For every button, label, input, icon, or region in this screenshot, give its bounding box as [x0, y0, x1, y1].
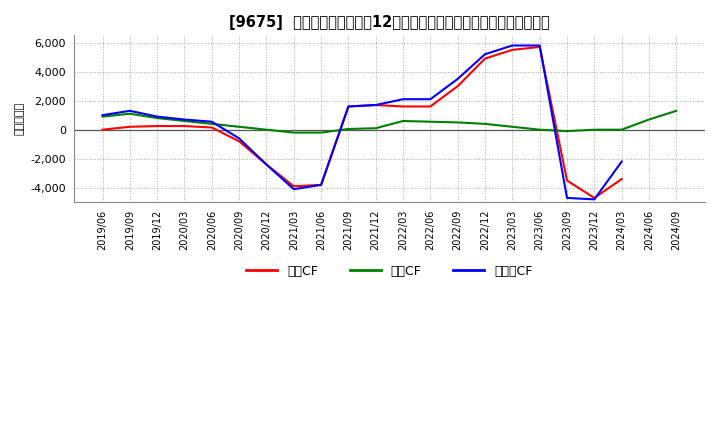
Line: 営業CF: 営業CF: [102, 47, 621, 198]
営業CF: [590, 195, 598, 201]
フリーCF: [590, 197, 598, 202]
投資CF: [235, 124, 243, 129]
営業CF: [481, 56, 490, 61]
営業CF: [207, 125, 216, 130]
投資CF: [563, 128, 572, 134]
営業CF: [153, 124, 161, 129]
Title: [9675]  キャッシュフローの12か月移動合計の対前年同期増減額の推移: [9675] キャッシュフローの12か月移動合計の対前年同期増減額の推移: [229, 15, 550, 30]
営業CF: [344, 104, 353, 109]
フリーCF: [289, 187, 298, 192]
フリーCF: [372, 103, 380, 108]
フリーCF: [235, 136, 243, 141]
フリーCF: [262, 162, 271, 167]
営業CF: [317, 182, 325, 187]
営業CF: [372, 103, 380, 108]
投資CF: [508, 124, 517, 129]
投資CF: [536, 127, 544, 132]
営業CF: [180, 124, 189, 129]
投資CF: [481, 121, 490, 127]
投資CF: [454, 120, 462, 125]
営業CF: [508, 47, 517, 52]
投資CF: [125, 111, 134, 116]
営業CF: [98, 127, 107, 132]
フリーCF: [344, 104, 353, 109]
フリーCF: [207, 119, 216, 125]
フリーCF: [317, 182, 325, 187]
Line: フリーCF: フリーCF: [102, 45, 621, 199]
フリーCF: [426, 96, 435, 102]
営業CF: [289, 183, 298, 189]
フリーCF: [153, 114, 161, 119]
投資CF: [207, 121, 216, 127]
営業CF: [262, 162, 271, 167]
投資CF: [153, 115, 161, 121]
投資CF: [344, 126, 353, 132]
フリーCF: [536, 43, 544, 48]
営業CF: [563, 178, 572, 183]
投資CF: [399, 118, 408, 124]
投資CF: [98, 114, 107, 119]
投資CF: [317, 130, 325, 135]
Y-axis label: （百万円）: （百万円）: [15, 102, 25, 136]
Legend: 営業CF, 投資CF, フリーCF: 営業CF, 投資CF, フリーCF: [241, 260, 538, 283]
投資CF: [617, 127, 626, 132]
投資CF: [590, 127, 598, 132]
フリーCF: [617, 159, 626, 164]
営業CF: [125, 124, 134, 129]
投資CF: [289, 130, 298, 135]
フリーCF: [508, 43, 517, 48]
投資CF: [672, 108, 680, 114]
営業CF: [235, 139, 243, 144]
Line: 投資CF: 投資CF: [102, 111, 676, 132]
フリーCF: [563, 195, 572, 201]
投資CF: [262, 127, 271, 132]
営業CF: [426, 104, 435, 109]
営業CF: [617, 176, 626, 182]
営業CF: [399, 104, 408, 109]
営業CF: [454, 84, 462, 89]
フリーCF: [98, 113, 107, 118]
フリーCF: [481, 51, 490, 57]
投資CF: [426, 119, 435, 125]
フリーCF: [399, 96, 408, 102]
フリーCF: [125, 108, 134, 114]
フリーCF: [454, 76, 462, 81]
投資CF: [644, 117, 653, 122]
投資CF: [372, 125, 380, 131]
営業CF: [536, 44, 544, 50]
投資CF: [180, 118, 189, 124]
フリーCF: [180, 117, 189, 122]
